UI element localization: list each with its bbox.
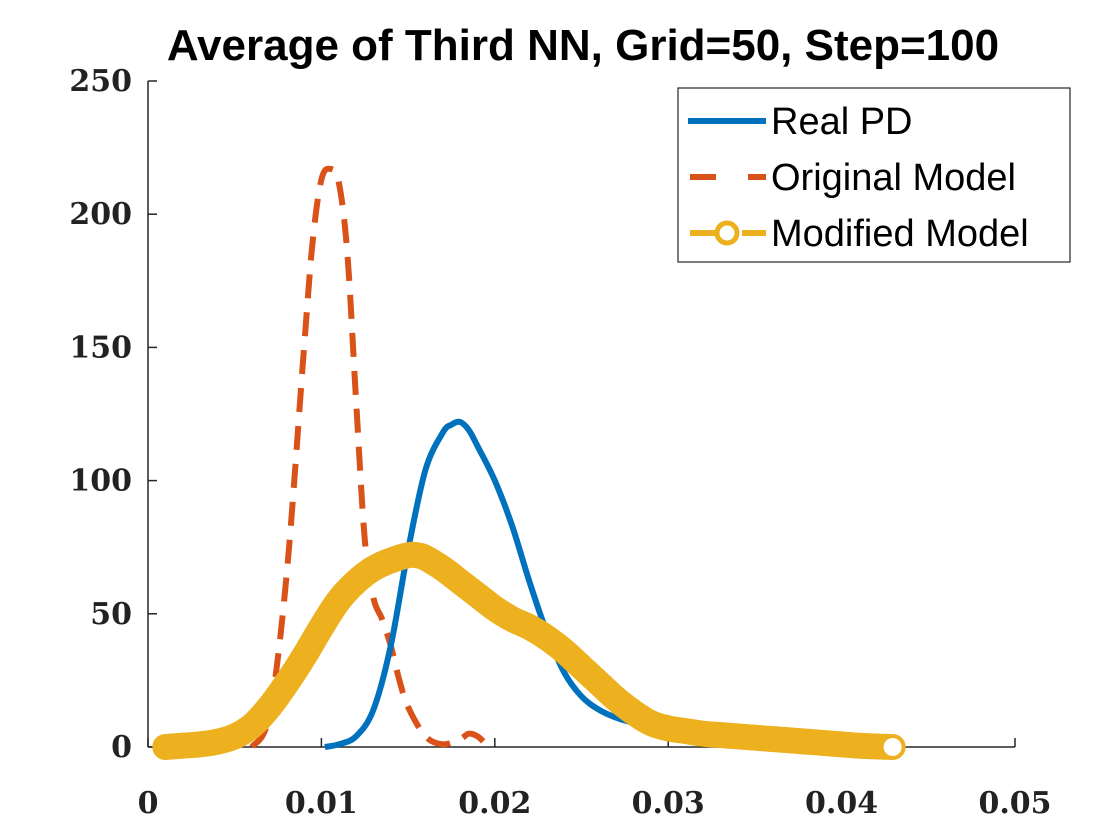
y-tick-label: 250 [69,64,132,99]
series-marker [879,733,906,760]
x-tick-label: 0.05 [978,786,1051,821]
legend-label: Original Model [771,157,1016,199]
y-tick-label: 200 [69,197,132,232]
x-tick-label: 0.01 [285,786,358,821]
x-tick-label: 0.04 [805,786,878,821]
plot-lines [152,165,906,760]
x-tick-label: 0 [138,786,159,821]
axes: 0 50 100 150 200 250 0 0.01 0.02 0.03 0.04 0.05 [69,64,1051,821]
series-line-original-model [249,165,489,749]
y-tick-label: 150 [69,330,132,365]
y-tick-label: 100 [69,464,132,499]
legend-label: Real PD [771,101,913,143]
legend-marker [714,220,740,246]
chart-title: Average of Third NN, Grid=50, Step=100 [167,21,999,70]
x-tick-label: 0.03 [632,786,705,821]
legend-label: Modified Model [771,213,1029,255]
y-tick-label: 50 [90,597,132,632]
legend: Real PD Original Model Modified Model [677,87,1071,263]
x-tick-label: 0.02 [458,786,531,821]
y-tick-label: 0 [111,730,132,765]
